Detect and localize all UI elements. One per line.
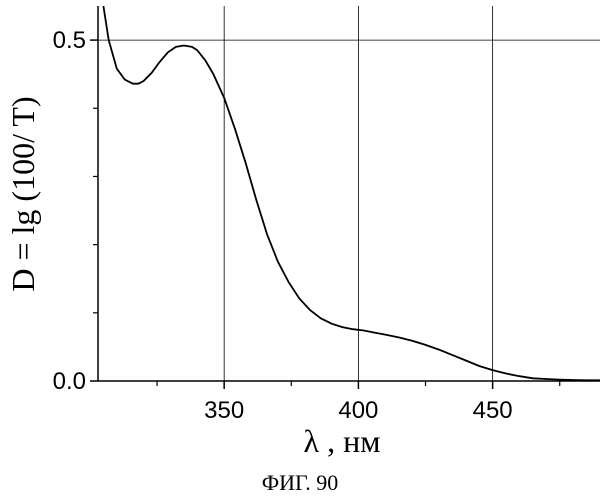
- plot-frame: [98, 6, 600, 381]
- x-tick-label: 350: [204, 397, 244, 424]
- x-tick-label: 400: [338, 397, 378, 424]
- y-tick-label: 0.5: [53, 27, 86, 54]
- series-line: [103, 6, 600, 380]
- x-axis-title: λ , нм: [304, 423, 381, 459]
- plot-area: [90, 6, 600, 389]
- figure-caption: ФИГ. 90: [262, 470, 339, 495]
- y-tick-label: 0.0: [53, 368, 86, 395]
- x-tick-label: 450: [473, 397, 513, 424]
- y-axis-title: D = lg (100/ T): [5, 96, 41, 291]
- axis-ticks: [90, 40, 560, 389]
- tick-labels: 350 400 450 0.0 0.5: [53, 27, 513, 424]
- grid-lines: [98, 6, 600, 381]
